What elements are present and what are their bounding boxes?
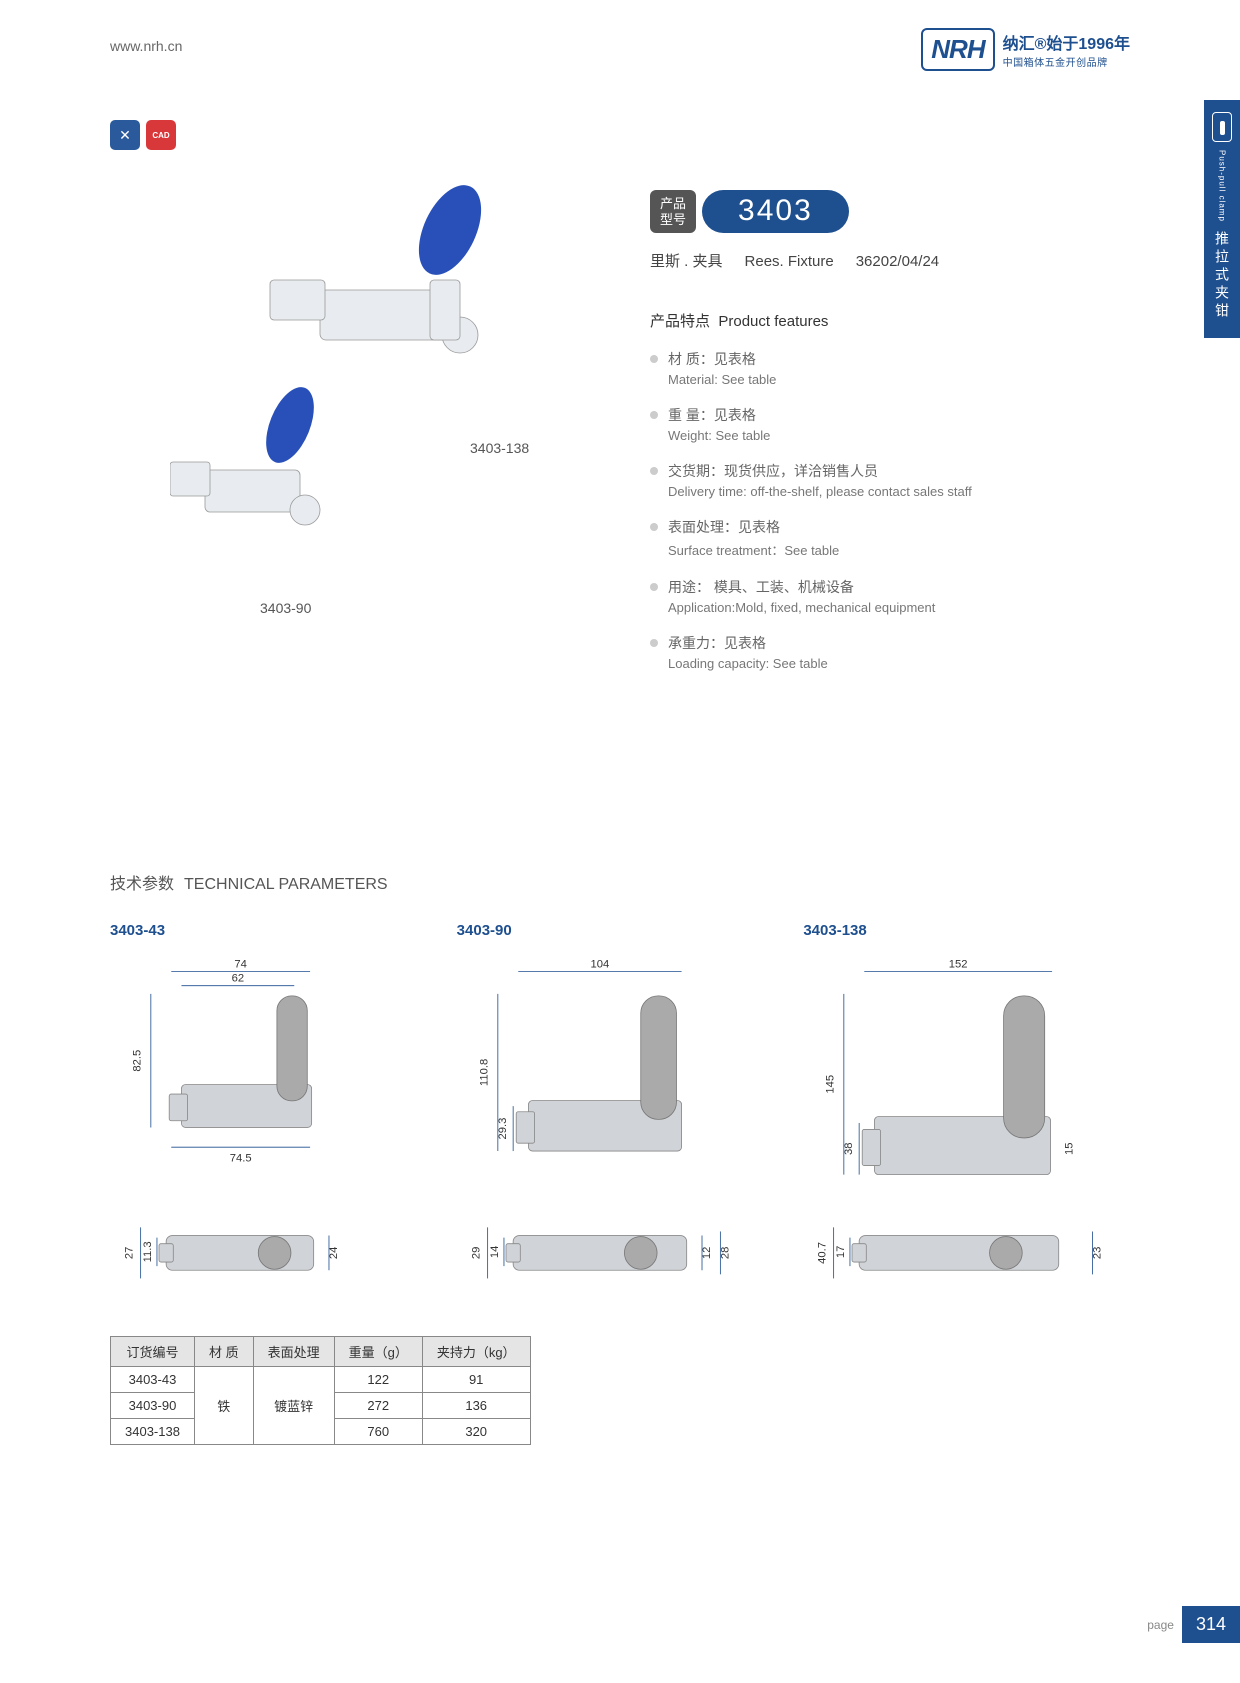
svg-text:28: 28 <box>719 1247 731 1259</box>
img-label-small: 3403-90 <box>260 600 311 616</box>
feature-item: 交货期：现货供应，详洽销售人员Delivery time: off-the-sh… <box>650 461 1110 499</box>
table-header: 材 质 <box>194 1336 253 1366</box>
table-header: 重量（g） <box>334 1336 422 1366</box>
subtitle: 里斯 . 夹具Rees. Fixture36202/04/24 <box>650 250 961 271</box>
svg-text:40.7: 40.7 <box>817 1242 829 1264</box>
table-row: 3403-43铁镀蓝锌12291 <box>111 1366 531 1392</box>
logo-block: NRH 纳汇®始于1996年 中国箱体五金开创品牌 <box>921 28 1130 71</box>
technical-section: 技术参数TECHNICAL PARAMETERS 3403-43 74 62 8… <box>110 870 1130 1445</box>
model-number: 3403 <box>702 190 849 233</box>
clamp-icon <box>1212 112 1232 142</box>
cad-icon: CAD <box>146 120 176 150</box>
diagram-3403-43: 3403-43 74 62 82.5 74.5 27 11.3 24 <box>110 922 437 1306</box>
svg-text:27: 27 <box>123 1247 135 1259</box>
product-images: 3403-138 3403-90 <box>140 180 560 680</box>
svg-text:29.3: 29.3 <box>497 1118 509 1140</box>
table-header: 订货编号 <box>111 1336 195 1366</box>
page-footer: page 314 <box>1147 1606 1240 1643</box>
svg-text:62: 62 <box>232 973 244 985</box>
img-label-large: 3403-138 <box>470 440 529 456</box>
table-header: 夹持力（kg） <box>422 1336 530 1366</box>
svg-text:11.3: 11.3 <box>142 1241 154 1262</box>
tab-cn: 推拉式夹钳 <box>1212 231 1232 321</box>
svg-text:110.8: 110.8 <box>478 1059 490 1086</box>
side-tab: Push-pull clamp 推拉式夹钳 <box>1204 100 1240 338</box>
logo-cn: 纳汇®始于1996年 <box>1003 30 1130 54</box>
table-header: 表面处理 <box>253 1336 334 1366</box>
svg-text:14: 14 <box>489 1246 501 1258</box>
svg-text:29: 29 <box>470 1247 482 1259</box>
svg-text:17: 17 <box>835 1246 847 1258</box>
svg-text:104: 104 <box>590 958 609 970</box>
svg-text:82.5: 82.5 <box>132 1050 144 1072</box>
svg-text:12: 12 <box>701 1247 713 1259</box>
tools-icon: ✕ <box>110 120 140 150</box>
logo-brand: NRH <box>921 28 994 71</box>
diagram-3403-90: 3403-90 104 110.8 29.3 29 14 12 28 <box>457 922 784 1306</box>
svg-text:38: 38 <box>843 1143 855 1155</box>
diagram-3403-138: 3403-138 152 145 38 15 40.7 17 23 <box>803 922 1130 1306</box>
svg-text:23: 23 <box>1092 1247 1104 1259</box>
svg-text:74: 74 <box>234 958 246 970</box>
feature-item: 材 质：见表格Material: See table <box>650 349 1110 387</box>
svg-text:24: 24 <box>328 1247 340 1259</box>
spec-table: 订货编号材 质表面处理重量（g）夹持力（kg） 3403-43铁镀蓝锌12291… <box>110 1336 531 1445</box>
model-label: 产品型号 <box>650 190 696 233</box>
model-box: 产品型号 3403 <box>650 190 1130 233</box>
feature-item: 表面处理：见表格Surface treatment：See table <box>650 517 1110 559</box>
feature-item: 重 量：见表格Weight: See table <box>650 405 1110 443</box>
logo-sub: 中国箱体五金开创品牌 <box>1003 54 1130 69</box>
svg-text:145: 145 <box>825 1075 837 1094</box>
product-features: 产品特点 Product features 材 质：见表格Material: S… <box>650 310 1110 689</box>
svg-text:15: 15 <box>1064 1143 1076 1155</box>
tab-en: Push-pull clamp <box>1218 150 1227 222</box>
svg-text:74.5: 74.5 <box>230 1153 252 1165</box>
svg-text:152: 152 <box>949 958 968 970</box>
feature-item: 承重力：见表格Loading capacity: See table <box>650 633 1110 671</box>
header-url: www.nrh.cn <box>110 38 182 54</box>
feature-item: 用途： 模具、工装、机械设备Application:Mold, fixed, m… <box>650 577 1110 615</box>
